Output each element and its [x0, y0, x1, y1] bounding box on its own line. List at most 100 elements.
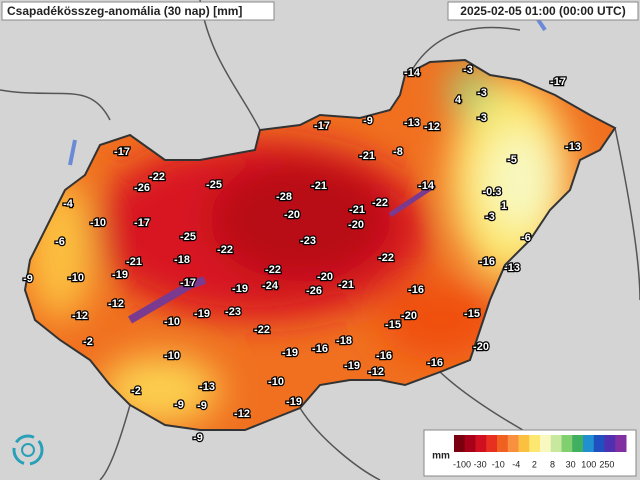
legend-swatch [507, 435, 519, 452]
title: Csapadékösszeg-anomália (30 nap) [mm] [7, 4, 242, 18]
station-value: -20 [284, 209, 300, 221]
station-value: -10 [164, 316, 180, 328]
station-value: -13 [199, 381, 215, 393]
station-value: -17 [114, 146, 130, 158]
station-value: -23 [225, 306, 241, 318]
station-value: -4 [63, 198, 74, 210]
station-value: -9 [193, 432, 203, 444]
legend-swatch [529, 435, 541, 452]
station-value: -9 [363, 115, 373, 127]
logo [12, 434, 44, 466]
station-value: -23 [300, 235, 316, 247]
legend-tick-label: -4 [512, 459, 520, 469]
station-value: -12 [108, 298, 124, 310]
legend-swatch [540, 435, 552, 452]
station-value: -22 [265, 264, 281, 276]
legend-swatch [518, 435, 530, 452]
station-value: -25 [206, 179, 222, 191]
legend-tick-label: -10 [492, 459, 505, 469]
station-value: -16 [376, 350, 392, 362]
legend-swatch [486, 435, 498, 452]
legend-tick-label: 30 [566, 459, 576, 469]
station-value: -9 [23, 273, 33, 285]
station-value: -19 [344, 360, 360, 372]
timestamp-box [447, 1, 639, 21]
station-value: -6 [55, 236, 65, 248]
station-value: -26 [306, 285, 322, 297]
station-value: -18 [174, 254, 190, 266]
station-value: 4 [455, 94, 462, 106]
station-value: -9 [174, 399, 184, 411]
legend-swatch [550, 435, 562, 452]
legend-swatch [497, 435, 509, 452]
station-value: -19 [232, 283, 248, 295]
station-value: -24 [262, 280, 279, 292]
station-value: -19 [282, 347, 298, 359]
legend-swatch [604, 435, 616, 452]
station-value: -22 [254, 324, 270, 336]
legend-swatch [475, 435, 487, 452]
station-value: 1 [501, 200, 507, 212]
station-value: -19 [112, 269, 128, 281]
station-value: -12 [424, 121, 440, 133]
legend-swatch [583, 435, 595, 452]
legend-unit: mm [432, 451, 450, 462]
station-value: -18 [336, 335, 352, 347]
station-value: -22 [217, 244, 233, 256]
legend-swatch [615, 435, 627, 452]
legend-tick-label: -30 [474, 459, 487, 469]
station-value: -13 [565, 141, 581, 153]
station-value: -20 [473, 341, 489, 353]
legend-tick-label: -100 [453, 459, 471, 469]
station-value: -20 [401, 310, 417, 322]
station-value: -12 [72, 310, 88, 322]
station-value: -10 [68, 272, 84, 284]
legend: -100 -30 -10 -4 2 8 30 100 250 [453, 435, 627, 469]
station-value: -21 [126, 256, 142, 268]
station-value: -3 [477, 112, 487, 124]
station-value: -15 [385, 319, 401, 331]
station-value: -21 [311, 180, 327, 192]
station-value: -19 [194, 308, 210, 320]
station-value: -17 [180, 277, 196, 289]
station-value: -22 [149, 171, 165, 183]
station-value: -3 [485, 211, 495, 223]
station-value: -17 [134, 217, 150, 229]
legend-tick-label: 250 [599, 459, 614, 469]
station-value: -3 [463, 64, 473, 76]
legend-swatch [464, 435, 476, 452]
station-value: -3 [477, 87, 487, 99]
station-value: -6 [521, 232, 531, 244]
station-labels: -14 -34-3-17-9 -13 -12-3-17-17 -21 -8-5-13-22… [22, 63, 582, 446]
station-value: -15 [464, 308, 480, 320]
station-value: -16 [479, 256, 495, 268]
legend-swatch [561, 435, 573, 452]
station-value: -21 [349, 204, 365, 216]
station-value: -16 [427, 357, 443, 369]
station-value: -10 [268, 376, 284, 388]
legend-tick-label: 100 [581, 459, 596, 469]
station-value: -16 [312, 343, 328, 355]
station-value: -12 [234, 408, 250, 420]
station-value: -13 [504, 262, 520, 274]
station-value: -26 [134, 182, 150, 194]
station-value: -8 [393, 146, 403, 158]
station-value: -2 [131, 385, 141, 397]
station-value: -28 [276, 191, 292, 203]
station-value: -14 [418, 180, 435, 192]
station-value: -14 [404, 67, 421, 79]
station-value: -16 [408, 284, 424, 296]
station-value: -9 [197, 400, 207, 412]
station-value: -17 [550, 76, 566, 88]
station-value: -21 [338, 279, 354, 291]
station-value: -19 [286, 396, 302, 408]
station-value: -22 [378, 252, 394, 264]
station-value: -13 [404, 117, 420, 129]
country-outline [23, 58, 617, 431]
legend-tick-label: 2 [532, 459, 537, 469]
station-value: -0.3 [483, 186, 502, 198]
timestamp: 2025-02-05 01:00 (00:00 UTC) [460, 4, 625, 18]
station-value: -17 [314, 120, 330, 132]
station-value: -21 [359, 150, 375, 162]
